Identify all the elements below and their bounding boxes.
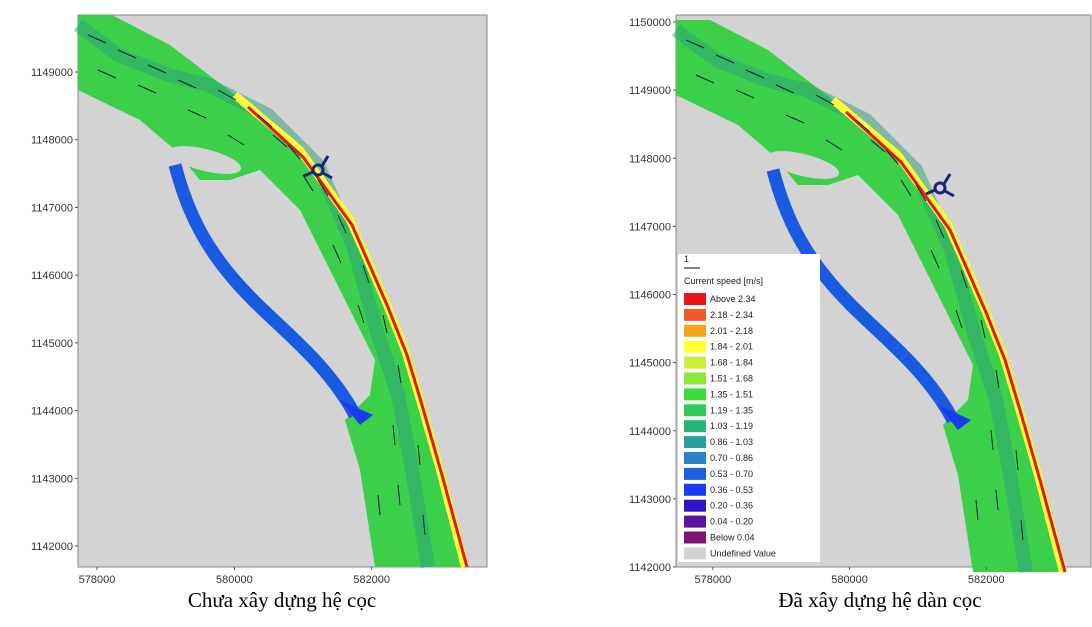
x-tick-label: 580000 — [216, 574, 253, 586]
caption: Chưa xây dựng hệ cọc — [188, 588, 376, 612]
y-tick-label: 1145000 — [31, 338, 73, 350]
legend-swatch — [684, 452, 706, 464]
legend-label: 2.01 - 2.18 — [710, 326, 753, 336]
legend-label: 1.19 - 1.35 — [710, 405, 753, 415]
legend-label: 1.51 - 1.68 — [710, 374, 753, 384]
y-tick-label: 1147000 — [629, 221, 671, 233]
panel-left: 1142000 1143000 1144000 1145000 1146000 11470… — [31, 15, 487, 612]
legend-swatch — [684, 547, 706, 559]
legend-swatch — [684, 293, 706, 305]
y-tick-label: 1148000 — [629, 153, 671, 165]
y-tick-label: 1146000 — [31, 270, 73, 282]
legend-swatch — [684, 404, 706, 416]
legend-label: 1.84 - 2.01 — [710, 342, 753, 352]
legend-swatch — [684, 309, 706, 321]
legend-swatch — [684, 468, 706, 480]
y-tick-label: 1149000 — [629, 85, 671, 97]
legend-label: 0.36 - 0.53 — [710, 485, 753, 495]
legend-title: Current speed [m/s] — [684, 276, 763, 286]
legend-swatch — [684, 373, 706, 385]
legend-swatch — [684, 484, 706, 496]
y-tick-label: 1143000 — [629, 494, 671, 506]
panel-right: 1 Current speed [m/s] Above 2.34 2.18 - 2… — [629, 15, 1091, 612]
legend-label: Above 2.34 — [710, 294, 756, 304]
legend-swatch — [684, 532, 706, 544]
y-tick-label: 1144000 — [31, 406, 73, 418]
y-tick-label: 1144000 — [629, 426, 671, 438]
figure: 1142000 1143000 1144000 1145000 1146000 11470… — [0, 0, 1092, 627]
legend-label: 0.04 - 0.20 — [710, 517, 753, 527]
legend-label: 1.35 - 1.51 — [710, 389, 753, 399]
legend-label: 1.68 - 1.84 — [710, 358, 753, 368]
legend-label: 2.18 - 2.34 — [710, 310, 753, 320]
legend-label: Below 0.04 — [710, 533, 755, 543]
y-tick-label: 1148000 — [31, 135, 73, 147]
x-tick-label: 578000 — [695, 574, 732, 586]
x-tick-label: 578000 — [79, 574, 116, 586]
legend-label: 0.20 - 0.36 — [710, 501, 753, 511]
caption: Đã xây dựng hệ dàn cọc — [778, 588, 981, 612]
y-tick-label: 1146000 — [629, 290, 671, 302]
scale-label: 1 — [684, 254, 689, 264]
legend: 1 Current speed [m/s] Above 2.34 2.18 - 2… — [678, 254, 820, 562]
x-tick-label: 582000 — [353, 574, 390, 586]
legend-label: Undefined Value — [710, 548, 776, 558]
legend-swatch — [684, 516, 706, 528]
legend-swatch — [684, 325, 706, 337]
y-tick-label: 1142000 — [31, 541, 73, 553]
legend-label: 0.70 - 0.86 — [710, 453, 753, 463]
legend-label: 1.03 - 1.19 — [710, 421, 753, 431]
legend-swatch — [684, 357, 706, 369]
y-tick-label: 1150000 — [629, 17, 671, 29]
y-tick-label: 1149000 — [31, 67, 73, 79]
y-tick-label: 1142000 — [629, 562, 671, 574]
legend-swatch — [684, 436, 706, 448]
legend-label: 0.86 - 1.03 — [710, 437, 753, 447]
y-tick-label: 1143000 — [31, 473, 73, 485]
legend-swatch — [684, 341, 706, 353]
legend-swatch — [684, 420, 706, 432]
legend-label: 0.53 - 0.70 — [710, 469, 753, 479]
legend-swatch — [684, 388, 706, 400]
y-tick-label: 1145000 — [629, 358, 671, 370]
x-tick-label: 580000 — [831, 574, 868, 586]
legend-swatch — [684, 500, 706, 512]
y-tick-label: 1147000 — [31, 202, 73, 214]
x-tick-label: 582000 — [968, 574, 1005, 586]
